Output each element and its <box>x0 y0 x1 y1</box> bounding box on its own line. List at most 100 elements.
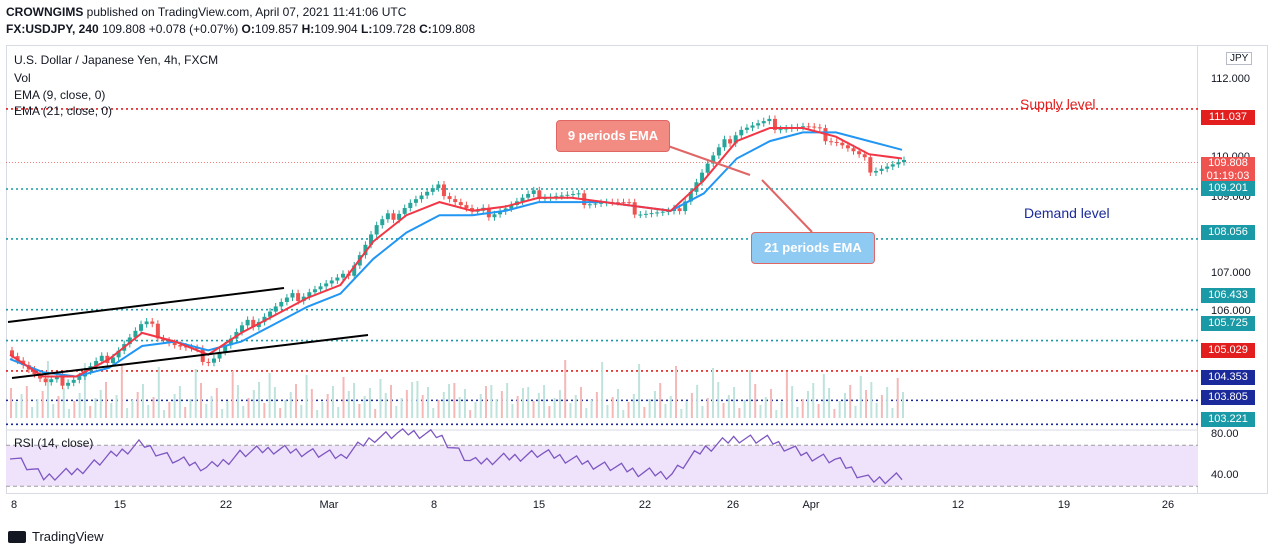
volume-bar <box>880 395 883 418</box>
candle <box>217 351 222 359</box>
candle <box>722 139 727 148</box>
candle <box>705 163 710 173</box>
candle <box>716 147 721 156</box>
candle <box>307 292 312 297</box>
volume-bar <box>537 393 540 418</box>
rsi-line <box>9 428 903 485</box>
volume-bar <box>759 405 762 418</box>
volume-bar <box>210 396 213 418</box>
candle <box>509 205 514 209</box>
volume-bar <box>36 399 39 418</box>
x-tick: 15 <box>532 499 546 511</box>
volume-bar <box>632 394 635 418</box>
candle <box>290 293 295 298</box>
candle <box>38 374 43 379</box>
volume-bar <box>833 409 836 418</box>
volume-bar <box>458 397 461 418</box>
level-badge: 103.805 <box>1201 390 1255 405</box>
candle <box>391 213 396 220</box>
volume-bar <box>495 399 498 418</box>
volume-bar <box>437 400 440 418</box>
volume-bar <box>817 404 820 418</box>
volume-bar <box>622 410 625 418</box>
volume-bar <box>558 390 561 418</box>
volume-bar <box>310 389 313 418</box>
candle <box>340 273 345 278</box>
change-value: +0.078 (+0.07%) <box>148 22 239 36</box>
x-tick: Mar <box>319 499 339 511</box>
volume-bar <box>115 395 118 418</box>
volume-bar <box>52 404 55 418</box>
tradingview-logo[interactable]: TradingView <box>8 529 104 544</box>
volume-bar <box>236 385 239 418</box>
chart-panel[interactable] <box>6 45 1198 494</box>
candle <box>593 203 598 205</box>
candle <box>840 142 845 146</box>
volume-bar <box>606 405 609 418</box>
candle <box>571 194 576 196</box>
candle <box>77 376 82 380</box>
price-scale[interactable] <box>1198 45 1268 494</box>
volume-bar <box>194 369 197 418</box>
candle <box>520 197 525 202</box>
candle <box>812 126 817 128</box>
volume-bar <box>485 386 488 418</box>
low-value: 109.728 <box>372 22 416 36</box>
candle <box>419 195 424 200</box>
candle <box>537 190 542 199</box>
volume-bar <box>421 395 424 418</box>
volume-bar <box>147 405 150 418</box>
volume-bar <box>854 406 857 418</box>
candle <box>296 293 301 302</box>
volume-bar <box>62 388 65 418</box>
candle <box>110 357 115 364</box>
volume-bar <box>791 386 794 418</box>
volume-bar <box>469 410 472 418</box>
candle <box>94 360 99 367</box>
volume-bar <box>168 402 171 418</box>
candle <box>318 286 323 290</box>
candle <box>576 193 581 195</box>
candle <box>15 356 20 361</box>
level-badge: 105.725 <box>1201 316 1255 331</box>
candle <box>756 123 761 126</box>
volume-bar <box>25 386 28 418</box>
high-value: 109.904 <box>314 22 358 36</box>
volume-bar <box>711 368 714 418</box>
volume-bar <box>669 396 672 418</box>
volume-bar <box>564 360 567 418</box>
volume-bar <box>532 401 535 418</box>
volume-bar <box>68 409 71 418</box>
candle <box>464 205 469 209</box>
candle <box>139 324 144 331</box>
volume-bar <box>543 385 546 418</box>
volume-bar <box>326 394 329 418</box>
volume-bar <box>706 398 709 418</box>
volume-bar <box>215 388 218 418</box>
volume-bar <box>611 397 614 418</box>
candle <box>369 234 374 245</box>
volume-bar <box>891 408 894 418</box>
volume-bar <box>268 373 271 418</box>
candle <box>312 289 317 293</box>
candle <box>453 199 458 203</box>
volume-bar <box>780 402 783 418</box>
candle <box>565 194 570 196</box>
volume-bar <box>585 408 588 418</box>
candle <box>60 376 65 386</box>
volume-bar <box>205 404 208 418</box>
volume-bar <box>300 405 303 418</box>
volume-bar <box>886 387 889 418</box>
candle <box>806 126 811 128</box>
candle <box>621 202 626 204</box>
x-tick: 22 <box>638 499 652 511</box>
volume-bar <box>379 379 382 418</box>
volume-bar <box>163 410 166 418</box>
volume-bar <box>231 371 234 418</box>
candle <box>374 225 379 235</box>
level-badge: 104.353 <box>1201 370 1255 385</box>
volume-bar <box>331 386 334 418</box>
volume-bar <box>521 388 524 418</box>
candle <box>380 219 385 226</box>
